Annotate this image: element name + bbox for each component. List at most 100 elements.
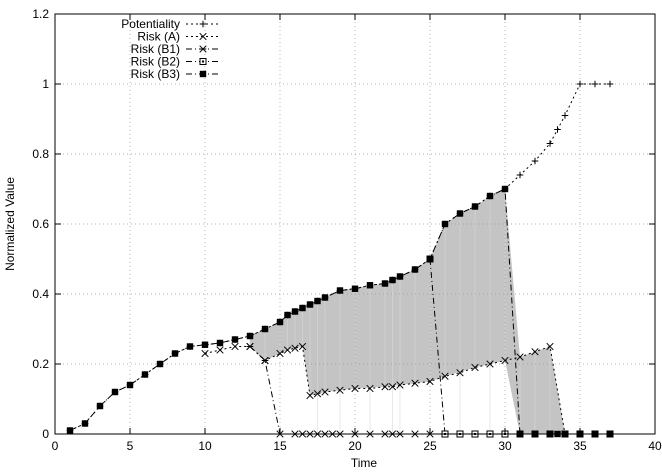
legend-label: Risk (A) — [137, 30, 180, 44]
x-tick-label: 20 — [348, 439, 362, 453]
data-point — [381, 280, 389, 287]
y-tick-label: 1 — [42, 77, 49, 91]
series-line — [204, 345, 610, 435]
data-point — [396, 273, 404, 280]
data-point — [66, 427, 74, 434]
data-point — [291, 344, 299, 352]
data-point — [441, 372, 449, 380]
data-point — [298, 342, 307, 351]
data-point — [246, 332, 254, 340]
data-point — [471, 203, 479, 210]
data-point — [321, 294, 329, 301]
data-point — [111, 388, 119, 396]
data-point — [388, 383, 397, 391]
legend-label: Risk (B2) — [131, 55, 180, 69]
data-point — [531, 348, 539, 356]
data-point — [351, 285, 359, 292]
data-point — [516, 353, 524, 361]
shade-area — [250, 189, 565, 434]
y-tick-label: 0 — [42, 427, 49, 441]
x-tick-label: 10 — [198, 439, 212, 453]
data-point — [411, 266, 419, 273]
data-point — [411, 379, 419, 387]
legend-marker — [202, 60, 204, 63]
data-point — [366, 384, 374, 393]
x-tick-label: 25 — [423, 439, 437, 453]
data-point — [306, 391, 314, 400]
data-point — [456, 210, 464, 217]
legend-label: Potentiality — [121, 17, 180, 31]
grid — [55, 14, 655, 434]
data-point — [216, 339, 224, 347]
data-point — [283, 346, 292, 354]
data-point — [313, 390, 322, 398]
x-tick-label: 35 — [573, 439, 587, 453]
data-point — [156, 360, 164, 368]
y-axis-title: Normalized Value — [3, 177, 17, 271]
x-tick-label: 15 — [273, 439, 287, 453]
data-point — [441, 220, 449, 228]
legend-entry: Risk (B2) — [131, 55, 218, 69]
legend-label: Risk (B3) — [131, 67, 180, 81]
data-point — [351, 384, 359, 393]
data-point — [389, 276, 396, 284]
legend-label: Risk (B1) — [131, 42, 180, 56]
data-point — [486, 192, 494, 200]
data-point — [81, 420, 89, 427]
y-tick-label: 0.8 — [32, 147, 49, 161]
data-point — [276, 349, 284, 358]
y-tick-label: 0.6 — [32, 217, 49, 231]
x-tick-label: 0 — [52, 439, 59, 453]
legend-marker — [199, 32, 207, 41]
data-point — [299, 304, 306, 312]
data-point — [231, 336, 239, 343]
y-tick-label: 1.2 — [32, 7, 49, 21]
shaded-region — [249, 189, 565, 434]
data-point — [306, 301, 314, 308]
x-tick-label: 5 — [127, 439, 134, 453]
data-point — [261, 325, 269, 333]
data-point — [314, 297, 321, 305]
data-point — [336, 287, 344, 294]
data-point — [201, 349, 209, 358]
data-point — [336, 386, 344, 394]
data-point — [96, 402, 104, 410]
data-point — [381, 383, 389, 391]
y-tick-label: 0.2 — [32, 357, 49, 371]
data-point — [201, 341, 209, 348]
legend-entry: Risk (B1) — [131, 42, 218, 56]
data-point — [396, 381, 404, 389]
data-point — [171, 350, 179, 357]
data-point — [426, 377, 434, 386]
legend-entry: Potentiality — [121, 17, 218, 31]
data-point — [186, 343, 194, 350]
data-point — [546, 342, 554, 351]
data-point — [126, 381, 134, 389]
legend-marker — [199, 70, 207, 78]
x-axis-title: Time — [351, 456, 378, 470]
data-point — [246, 342, 254, 351]
x-tick-label: 30 — [498, 439, 512, 453]
data-point — [471, 363, 479, 372]
data-point — [426, 255, 434, 263]
legend-entry: Risk (B3) — [131, 67, 218, 81]
data-point — [456, 369, 464, 377]
data-point — [216, 346, 224, 354]
data-point — [276, 318, 284, 326]
data-point — [321, 388, 329, 396]
data-point — [284, 311, 291, 319]
data-point — [501, 356, 509, 365]
data-point — [486, 360, 494, 368]
x-tick-label: 40 — [648, 439, 662, 453]
data-point — [261, 356, 269, 365]
axes: 0 5 10 15 20 25 30 35 40 0 0.2 0.4 0.6 0.8 1 1.2 — [32, 7, 662, 453]
y-tick-label: 0.4 — [32, 287, 49, 301]
data-point — [141, 371, 149, 378]
data-point — [231, 342, 239, 351]
data-point — [366, 282, 374, 289]
legend-entry: Risk (A) — [137, 30, 218, 44]
data-point — [501, 185, 509, 193]
